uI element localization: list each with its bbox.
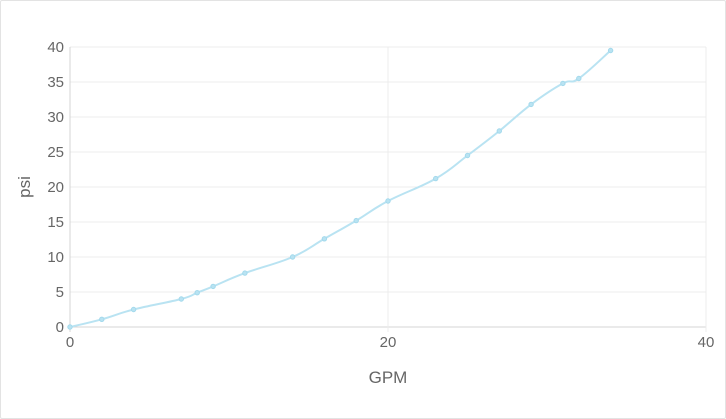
y-tick-label: 0 [56, 319, 64, 336]
data-point[interactable] [496, 128, 502, 134]
tick-layer: 0 5 10 15 20 25 30 35 40 0 20 40 [47, 39, 714, 351]
y-tick-label: 20 [47, 179, 64, 196]
x-tick-label: 40 [698, 334, 715, 351]
y-tick-label: 10 [47, 249, 64, 266]
data-point[interactable] [433, 175, 439, 182]
data-point[interactable] [178, 296, 185, 302]
data-point[interactable] [385, 198, 391, 204]
data-point[interactable] [576, 75, 582, 82]
data-point[interactable] [353, 217, 359, 224]
data-point[interactable] [289, 254, 296, 260]
grid-layer [69, 46, 707, 332]
y-axis-title: psi [15, 176, 34, 198]
data-point[interactable] [130, 306, 137, 313]
data-point[interactable] [242, 270, 248, 276]
data-point[interactable] [67, 324, 73, 330]
x-axis-title: GPM [369, 368, 408, 387]
x-tick-label: 0 [66, 334, 74, 351]
data-point[interactable] [464, 152, 471, 159]
data-point[interactable] [560, 80, 566, 87]
y-tick-label: 30 [47, 109, 64, 126]
series-line [69, 49, 612, 328]
data-point[interactable] [210, 283, 216, 290]
data-point[interactable] [194, 290, 200, 296]
y-tick-label: 35 [47, 74, 64, 91]
data-point[interactable] [528, 101, 534, 108]
x-tick-label: 20 [380, 334, 397, 351]
y-tick-label: 40 [47, 39, 64, 56]
y-tick-label: 15 [47, 214, 64, 231]
data-point[interactable] [607, 47, 614, 54]
y-tick-label: 25 [47, 144, 64, 161]
series-layer [67, 47, 614, 330]
data-point[interactable] [321, 236, 328, 242]
y-tick-label: 5 [56, 284, 64, 301]
data-point[interactable] [99, 316, 105, 322]
